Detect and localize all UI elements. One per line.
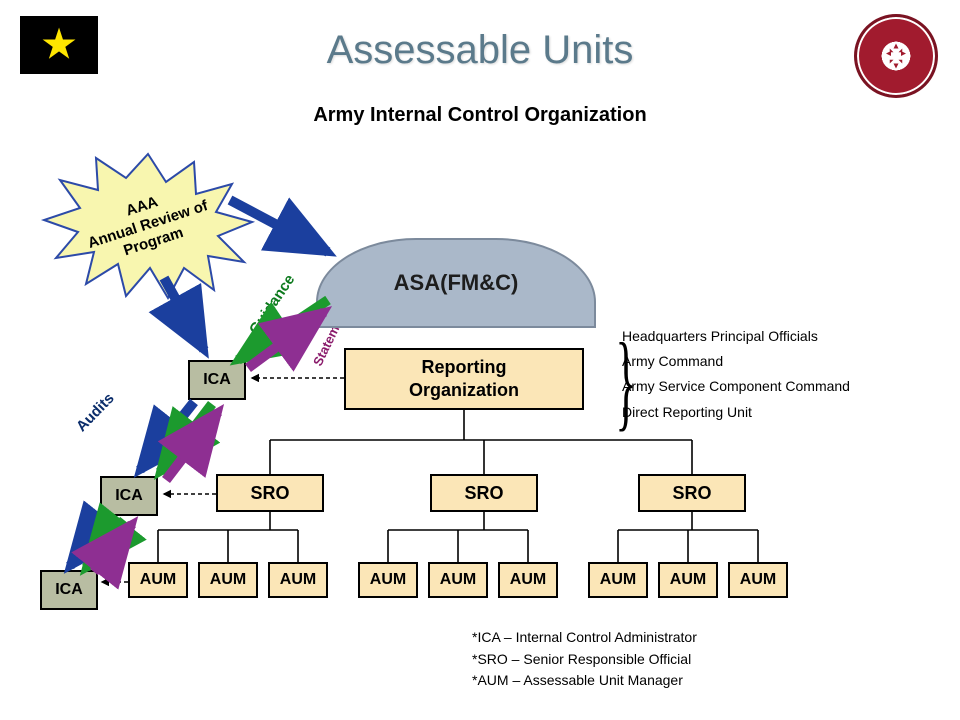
starburst-callout: AAA Annual Review of Program [38,150,258,300]
footnote: *SRO – Senior Responsible Official [472,649,697,671]
aum-box: AUM [498,562,558,598]
aum-box: AUM [358,562,418,598]
footnote: *AUM – Assessable Unit Manager [472,670,697,692]
page-subtitle: Army Internal Control Organization [0,104,960,127]
footnotes: *ICA – Internal Control Administrator *S… [472,627,697,692]
aum-box: AUM [268,562,328,598]
hq-list: Headquarters Principal Officials Army Co… [622,324,850,425]
hq-item: Direct Reporting Unit [622,400,850,425]
aum-box: AUM [428,562,488,598]
ica-box-2: ICA [100,476,158,516]
page-title: Assessable Units [0,28,960,73]
footnote: *ICA – Internal Control Administrator [472,627,697,649]
audits-label: Audits [73,390,118,435]
sro-box-2: SRO [430,474,538,512]
asa-box: ASA(FM&C) [316,238,596,328]
aum-box: AUM [588,562,648,598]
aum-box: AUM [728,562,788,598]
reporting-org-box: Reporting Organization [344,348,584,410]
sro-box-1: SRO [216,474,324,512]
aum-box: AUM [658,562,718,598]
hq-item: Headquarters Principal Officials [622,324,850,349]
aum-box: AUM [198,562,258,598]
hq-item: Army Service Component Command [622,374,850,399]
ica-box-3: ICA [40,570,98,610]
sro-box-3: SRO [638,474,746,512]
aum-box: AUM [128,562,188,598]
hq-item: Army Command [622,349,850,374]
ica-box-1: ICA [188,360,246,400]
